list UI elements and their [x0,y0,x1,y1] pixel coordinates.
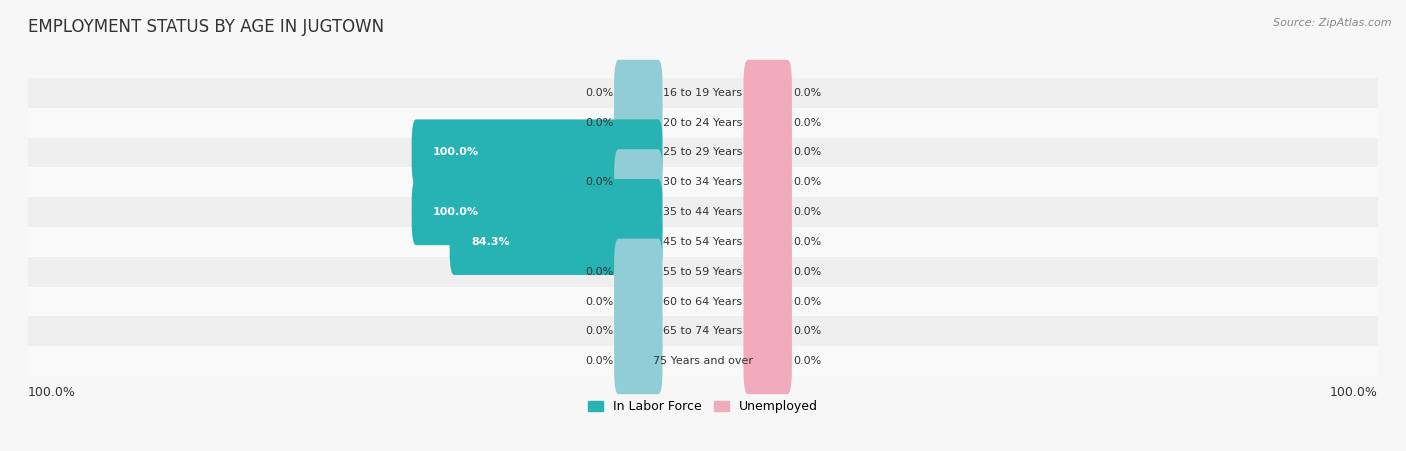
FancyBboxPatch shape [614,90,662,156]
Text: 0.0%: 0.0% [793,118,821,128]
FancyBboxPatch shape [28,286,1378,317]
FancyBboxPatch shape [450,209,662,275]
Text: 30 to 34 Years: 30 to 34 Years [664,177,742,187]
Text: 0.0%: 0.0% [793,327,821,336]
FancyBboxPatch shape [614,328,662,394]
FancyBboxPatch shape [28,78,1378,108]
Text: 0.0%: 0.0% [793,207,821,217]
FancyBboxPatch shape [28,227,1378,257]
FancyBboxPatch shape [28,197,1378,227]
FancyBboxPatch shape [412,120,662,185]
Text: 0.0%: 0.0% [793,296,821,307]
FancyBboxPatch shape [614,298,662,364]
Text: 25 to 29 Years: 25 to 29 Years [664,147,742,157]
FancyBboxPatch shape [744,90,792,156]
Text: 35 to 44 Years: 35 to 44 Years [664,207,742,217]
Text: 0.0%: 0.0% [585,118,613,128]
Text: 0.0%: 0.0% [585,327,613,336]
FancyBboxPatch shape [28,138,1378,167]
Text: 65 to 74 Years: 65 to 74 Years [664,327,742,336]
Text: 100.0%: 100.0% [433,207,479,217]
FancyBboxPatch shape [614,149,662,216]
FancyBboxPatch shape [28,257,1378,286]
FancyBboxPatch shape [28,108,1378,138]
Text: 100.0%: 100.0% [433,147,479,157]
Text: 0.0%: 0.0% [585,88,613,98]
Text: 16 to 19 Years: 16 to 19 Years [664,88,742,98]
FancyBboxPatch shape [744,268,792,335]
FancyBboxPatch shape [744,328,792,394]
Text: 100.0%: 100.0% [28,386,76,399]
FancyBboxPatch shape [744,60,792,126]
Text: 100.0%: 100.0% [1330,386,1378,399]
Text: 60 to 64 Years: 60 to 64 Years [664,296,742,307]
Text: 0.0%: 0.0% [793,356,821,366]
FancyBboxPatch shape [412,179,662,245]
FancyBboxPatch shape [28,167,1378,197]
Text: 55 to 59 Years: 55 to 59 Years [664,267,742,277]
Text: 0.0%: 0.0% [793,267,821,277]
FancyBboxPatch shape [614,60,662,126]
Text: 0.0%: 0.0% [585,296,613,307]
FancyBboxPatch shape [744,239,792,305]
Text: 0.0%: 0.0% [793,88,821,98]
FancyBboxPatch shape [28,317,1378,346]
FancyBboxPatch shape [744,120,792,185]
Text: 0.0%: 0.0% [585,267,613,277]
FancyBboxPatch shape [744,149,792,216]
FancyBboxPatch shape [744,179,792,245]
Text: 75 Years and over: 75 Years and over [652,356,754,366]
Text: 20 to 24 Years: 20 to 24 Years [664,118,742,128]
Text: 0.0%: 0.0% [793,177,821,187]
Text: 45 to 54 Years: 45 to 54 Years [664,237,742,247]
FancyBboxPatch shape [744,209,792,275]
FancyBboxPatch shape [744,298,792,364]
Text: 84.3%: 84.3% [471,237,509,247]
Legend: In Labor Force, Unemployed: In Labor Force, Unemployed [583,395,823,418]
Text: 0.0%: 0.0% [793,147,821,157]
Text: 0.0%: 0.0% [793,237,821,247]
FancyBboxPatch shape [614,268,662,335]
Text: 0.0%: 0.0% [585,177,613,187]
FancyBboxPatch shape [28,346,1378,376]
FancyBboxPatch shape [614,239,662,305]
Text: Source: ZipAtlas.com: Source: ZipAtlas.com [1274,18,1392,28]
Text: EMPLOYMENT STATUS BY AGE IN JUGTOWN: EMPLOYMENT STATUS BY AGE IN JUGTOWN [28,18,384,36]
Text: 0.0%: 0.0% [585,356,613,366]
